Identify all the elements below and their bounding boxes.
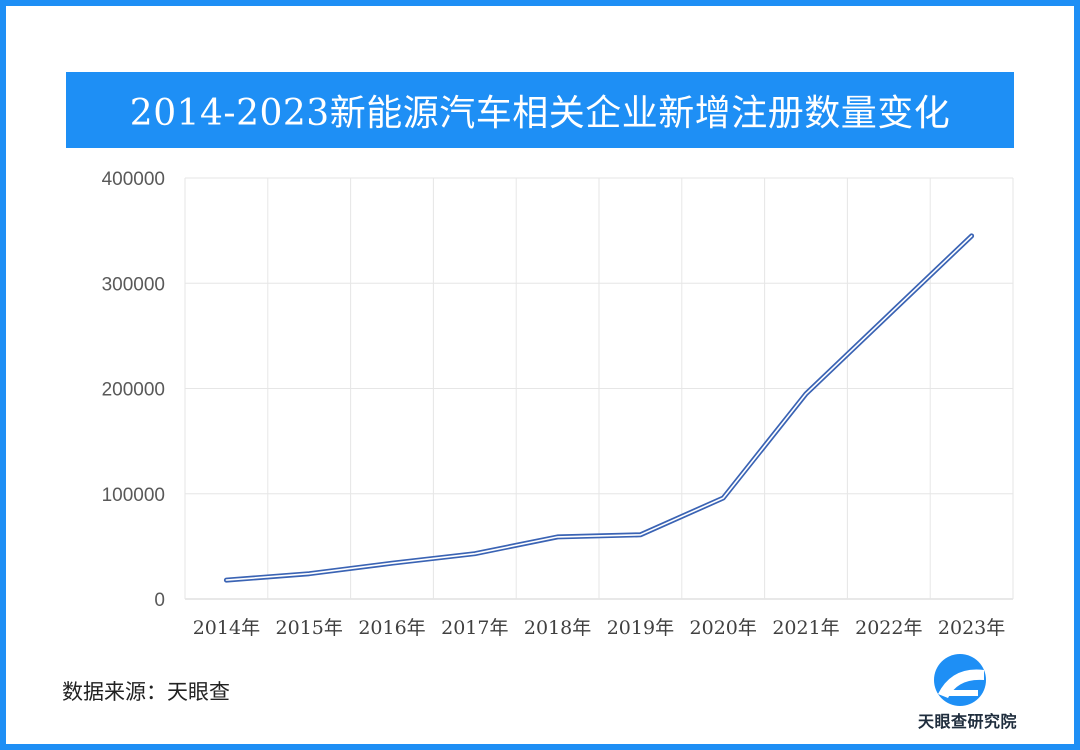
x-tick-label: 2015年 (276, 617, 343, 639)
x-tick-label: 2018年 (524, 617, 591, 639)
title-banner: 2014-2023新能源汽车相关企业新增注册数量变化 (66, 72, 1014, 148)
logo-text: 天眼查研究院 (918, 712, 1018, 731)
y-tick-label: 200000 (102, 380, 165, 401)
y-tick-label: 0 (154, 590, 165, 611)
series-line-inner (225, 235, 973, 581)
logo-icon (934, 654, 986, 706)
x-tick-label: 2020年 (690, 617, 757, 639)
y-tick-label: 100000 (102, 485, 165, 506)
data-source-label: 数据来源：天眼查 (62, 680, 230, 704)
x-tick-label: 2023年 (938, 617, 1005, 639)
x-tick-label: 2021年 (772, 617, 839, 639)
chart-title: 2014-2023新能源汽车相关企业新增注册数量变化 (129, 93, 951, 134)
tianyancha-logo: 天眼查研究院 (918, 650, 1038, 740)
y-tick-label: 400000 (102, 169, 165, 190)
x-tick-label: 2022年 (855, 617, 922, 639)
x-tick-label: 2016年 (358, 617, 425, 639)
x-tick-label: 2019年 (607, 617, 674, 639)
y-tick-label: 300000 (102, 274, 165, 295)
x-tick-label: 2014年 (193, 617, 260, 639)
x-tick-label: 2017年 (441, 617, 508, 639)
